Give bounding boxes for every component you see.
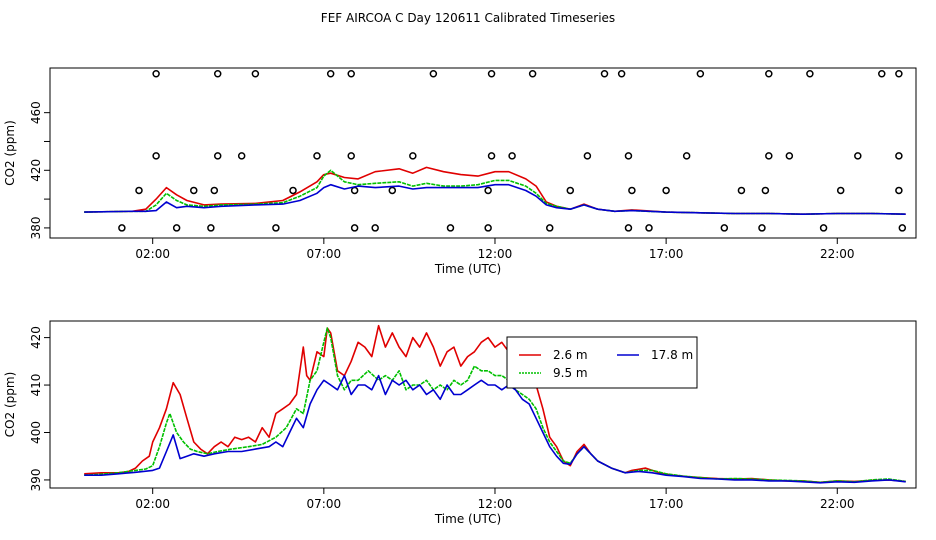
x-axis-label: Time (UTC) <box>434 262 501 276</box>
y-axis-label: CO2 (ppm) <box>3 372 17 438</box>
y-axis-label: CO2 (ppm) <box>3 120 17 186</box>
marker-point <box>878 70 886 78</box>
marker-point <box>836 186 845 195</box>
marker-point <box>765 70 773 78</box>
x-tick-label: 12:00 <box>478 497 513 511</box>
marker-point <box>347 70 355 78</box>
series-line-17-8-m <box>84 183 906 215</box>
marker-point <box>737 186 746 195</box>
x-tick-label: 02:00 <box>135 247 170 261</box>
marker-point <box>313 152 321 160</box>
marker-point <box>347 152 355 160</box>
legend-box <box>506 336 698 389</box>
y-tick-label: 390 <box>29 468 43 491</box>
marker-point <box>487 70 496 78</box>
bottom-panel: 02:00 07:00 12:00 17:00 22:00 Time (UTC) 390 40… <box>3 320 917 526</box>
marker-point <box>484 224 492 232</box>
marker-point <box>854 152 862 160</box>
x-tick-label: 22:00 <box>820 497 855 511</box>
marker-point <box>662 186 670 195</box>
marker-point <box>172 224 181 232</box>
marker-point <box>135 186 143 195</box>
marker-point <box>819 224 828 232</box>
marker-point <box>213 152 222 160</box>
x-tick-label: 17:00 <box>649 497 684 511</box>
marker-point <box>617 70 626 78</box>
marker-point <box>895 152 903 160</box>
legend: 2.6 m 17.8 m 9.5 m <box>506 336 698 389</box>
marker-point <box>190 186 198 195</box>
marker-point <box>487 152 496 160</box>
marker-point <box>600 70 609 78</box>
marker-point <box>371 224 379 232</box>
marker-point <box>545 224 554 232</box>
marker-point <box>289 186 297 195</box>
y-tick-label: 410 <box>29 374 43 397</box>
marker-point <box>350 186 359 195</box>
y-tick-label: 420 <box>29 159 43 182</box>
y-tick-label: 380 <box>29 216 43 239</box>
marker-point <box>720 224 729 232</box>
marker-point <box>210 186 219 195</box>
y-tick-label: 400 <box>29 421 43 444</box>
marker-point <box>350 224 359 232</box>
marker-point <box>566 186 575 195</box>
marker-point <box>152 70 160 78</box>
chart-title: FEF AIRCOA C Day 120611 Calibrated Times… <box>321 11 615 25</box>
marker-point <box>251 70 260 78</box>
x-axis-label: Time (UTC) <box>434 512 501 526</box>
plot-frame <box>49 320 917 489</box>
y-tick-label: 420 <box>29 326 43 349</box>
marker-point <box>484 186 492 195</box>
marker-point <box>628 186 636 195</box>
marker-point <box>758 224 766 232</box>
marker-point <box>682 152 691 160</box>
marker-point <box>765 152 773 160</box>
marker-point <box>806 70 814 78</box>
marker-point <box>237 152 246 160</box>
top-panel: 02:00 07:00 12:00 17:00 22:00 Time (UTC) 380 42… <box>3 67 917 276</box>
series-line-9-5-m <box>84 327 906 484</box>
marker-point <box>583 152 592 160</box>
marker-point <box>508 152 516 160</box>
marker-point <box>624 224 633 232</box>
marker-point <box>785 152 794 160</box>
marker-point <box>429 70 438 78</box>
x-tick-label: 07:00 <box>307 497 342 511</box>
x-tick-label: 17:00 <box>649 247 684 261</box>
series-line-2-6-m <box>84 324 906 484</box>
x-tick-label: 22:00 <box>820 247 855 261</box>
marker-point <box>272 224 280 232</box>
legend-label: 17.8 m <box>651 348 693 362</box>
legend-label: 2.6 m <box>553 348 588 362</box>
marker-point <box>388 186 397 195</box>
marker-point <box>898 224 907 232</box>
marker-point <box>326 70 335 78</box>
marker-point <box>213 70 222 78</box>
marker-point <box>152 152 160 160</box>
marker-point <box>207 224 215 232</box>
marker-point <box>895 70 903 78</box>
marker-point <box>696 70 705 78</box>
legend-label: 9.5 m <box>553 366 588 380</box>
series-line-17-8-m <box>84 374 906 484</box>
x-tick-label: 02:00 <box>135 497 170 511</box>
y-tick-label: 460 <box>29 101 43 124</box>
plot-frame <box>49 67 917 239</box>
x-tick-label: 07:00 <box>307 247 342 261</box>
marker-point <box>761 186 770 195</box>
marker-point <box>446 224 455 232</box>
marker-point <box>528 70 537 78</box>
marker-point <box>624 152 633 160</box>
marker-point <box>645 224 653 232</box>
marker-point <box>118 224 126 232</box>
x-tick-label: 12:00 <box>478 247 513 261</box>
marker-point <box>409 152 417 160</box>
marker-point <box>895 186 903 195</box>
